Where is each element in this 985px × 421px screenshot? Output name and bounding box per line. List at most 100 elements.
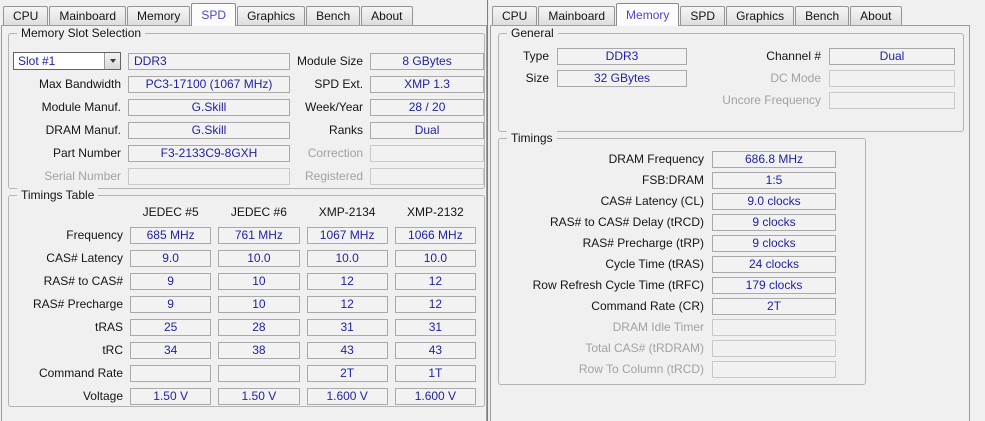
tab-graphics[interactable]: Graphics: [726, 6, 795, 25]
field-tras-2: 31: [306, 319, 388, 336]
field-size: 32 GBytes: [557, 70, 687, 87]
label-ras-precharge: RAS# Precharge: [32, 297, 123, 311]
label-row-to-column-trcd: Row To Column (tRCD): [578, 362, 704, 376]
group-title: General: [507, 26, 558, 40]
field-ras-precharge-2: 12: [306, 296, 388, 313]
label-fsb-dram: FSB:DRAM: [641, 173, 704, 187]
field-tras-3: 31: [394, 319, 476, 336]
field-fsb-dram: 1:5: [712, 172, 836, 189]
field-command-rate-0: [130, 365, 212, 382]
field-row-to-column-trcd: [712, 361, 836, 378]
cpuz-memory-window: CPU Mainboard Memory SPD Graphics Bench About …: [489, 0, 985, 421]
field-frequency-1: 761 MHz: [218, 227, 300, 244]
tab-cpu[interactable]: CPU: [3, 6, 49, 25]
general-group: General Type DDR3 Channel # Dual Size 32 GByt…: [498, 26, 964, 132]
field-command-rate-2: 2T: [306, 365, 388, 382]
tab-bench[interactable]: Bench: [306, 6, 361, 25]
field-cas-latency-2: 10.0: [306, 250, 388, 267]
field-dram-frequency: 686.8 MHz: [712, 151, 836, 168]
dropdown-arrow-icon[interactable]: [104, 53, 120, 69]
label-ras-precharge-trp: RAS# Precharge (tRP): [582, 236, 704, 250]
general-grid: Type DDR3 Channel # Dual Size 32 GBytes DC Mod…: [507, 48, 955, 109]
label-cas-latency: CAS# Latency: [46, 251, 123, 265]
field-cas-latency-0: 9.0: [130, 250, 212, 267]
label-command-rate-cr: Command Rate (CR): [591, 299, 704, 313]
label-row-refresh-cycle-time-trfc: Row Refresh Cycle Time (tRFC): [532, 278, 704, 292]
tab-graphics[interactable]: Graphics: [237, 6, 306, 25]
column-header-jedec-6: JEDEC #6: [230, 205, 287, 219]
field-spd-ext: XMP 1.3: [370, 75, 485, 93]
field-command-rate-1: [218, 365, 300, 382]
field-registered: [370, 167, 485, 185]
label-module-size: Module Size: [297, 53, 364, 68]
tab-page: General Type DDR3 Channel # Dual Size 32 GByt…: [490, 25, 970, 421]
tab-bar: CPU Mainboard Memory SPD Graphics Bench About: [3, 2, 414, 26]
label-tras: tRAS: [94, 320, 123, 334]
group-title: Timings Table: [17, 188, 99, 202]
field-tras-0: 25: [130, 319, 212, 336]
field-frequency-2: 1067 MHz: [306, 227, 388, 244]
field-trc-3: 43: [394, 342, 476, 359]
field-row-refresh-cycle-time-trfc: 179 clocks: [712, 277, 836, 294]
field-ranks: Dual: [370, 121, 485, 139]
field-trc-1: 38: [218, 342, 300, 359]
tab-about[interactable]: About: [850, 6, 902, 25]
group-title: Memory Slot Selection: [17, 26, 146, 40]
tab-mainboard[interactable]: Mainboard: [49, 6, 127, 25]
field-voltage-0: 1.50 V: [130, 388, 212, 405]
column-header-xmp-2134: XMP-2134: [318, 205, 376, 219]
tab-mainboard[interactable]: Mainboard: [538, 6, 616, 25]
field-ras-precharge-trp: 9 clocks: [712, 235, 836, 252]
field-cas-latency-3: 10.0: [394, 250, 476, 267]
field-ras-to-cas-3: 12: [394, 273, 476, 290]
label-correction: Correction: [307, 145, 364, 160]
field-dram-idle-timer: [712, 319, 836, 336]
field-week-year: 28 / 20: [370, 98, 485, 116]
field-serial-number: [128, 167, 290, 185]
tab-memory[interactable]: Memory: [127, 6, 191, 25]
tab-bench[interactable]: Bench: [795, 6, 850, 25]
field-voltage-1: 1.50 V: [218, 388, 300, 405]
label-dc-mode: DC Mode: [770, 71, 821, 85]
label-spd-ext: SPD Ext.: [314, 76, 364, 91]
field-frequency-3: 1066 MHz: [394, 227, 476, 244]
label-total-cas-trdram: Total CAS# (tRDRAM): [585, 341, 704, 355]
timings-grid: DRAM Frequency 686.8 MHz FSB:DRAM 1:5 CAS# L…: [503, 151, 836, 378]
tab-cpu[interactable]: CPU: [492, 6, 538, 25]
field-trc-0: 34: [130, 342, 212, 359]
tab-page: Memory Slot Selection Slot #1 DDR3 Module …: [1, 25, 487, 421]
label-voltage: Voltage: [82, 389, 123, 403]
tab-bar: CPU Mainboard Memory SPD Graphics Bench About: [492, 2, 903, 26]
field-cas-latency-cl: 9.0 clocks: [712, 193, 836, 210]
field-voltage-3: 1.600 V: [394, 388, 476, 405]
tab-memory[interactable]: Memory: [616, 3, 680, 26]
timings-table-group: Timings Table JEDEC #5 JEDEC #6 XMP-2134 XM…: [8, 188, 485, 407]
field-total-cas-trdram: [712, 340, 836, 357]
label-uncore-frequency: Uncore Frequency: [722, 93, 821, 107]
field-correction: [370, 144, 485, 162]
field-voltage-2: 1.600 V: [306, 388, 388, 405]
memory-slot-selector[interactable]: Slot #1: [13, 52, 121, 70]
column-header-jedec-5: JEDEC #5: [142, 205, 199, 219]
tab-spd[interactable]: SPD: [191, 3, 237, 26]
tab-about[interactable]: About: [361, 6, 413, 25]
field-ras-to-cas-2: 12: [306, 273, 388, 290]
tab-spd[interactable]: SPD: [680, 6, 726, 25]
field-ras-to-cas-0: 9: [130, 273, 212, 290]
label-type: Type: [522, 49, 549, 63]
field-cas-latency-1: 10.0: [218, 250, 300, 267]
memory-slot-grid: Slot #1 DDR3 Module Size 8 GBytes Max Bandwi…: [13, 52, 485, 185]
field-module-manuf: G.Skill: [128, 98, 290, 116]
field-ras-to-cas-1: 10: [218, 273, 300, 290]
field-dram-manuf: G.Skill: [128, 121, 290, 139]
field-tras-1: 28: [218, 319, 300, 336]
group-title: Timings: [507, 131, 557, 145]
label-command-rate: Command Rate: [38, 366, 123, 380]
field-frequency-0: 685 MHz: [130, 227, 212, 244]
label-serial-number: Serial Number: [44, 168, 121, 183]
label-registered: Registered: [305, 168, 364, 183]
label-max-bandwidth: Max Bandwidth: [38, 76, 121, 91]
field-command-rate-cr: 2T: [712, 298, 836, 315]
cpuz-spd-window: CPU Mainboard Memory SPD Graphics Bench About …: [0, 0, 488, 421]
field-uncore-frequency: [829, 92, 955, 109]
